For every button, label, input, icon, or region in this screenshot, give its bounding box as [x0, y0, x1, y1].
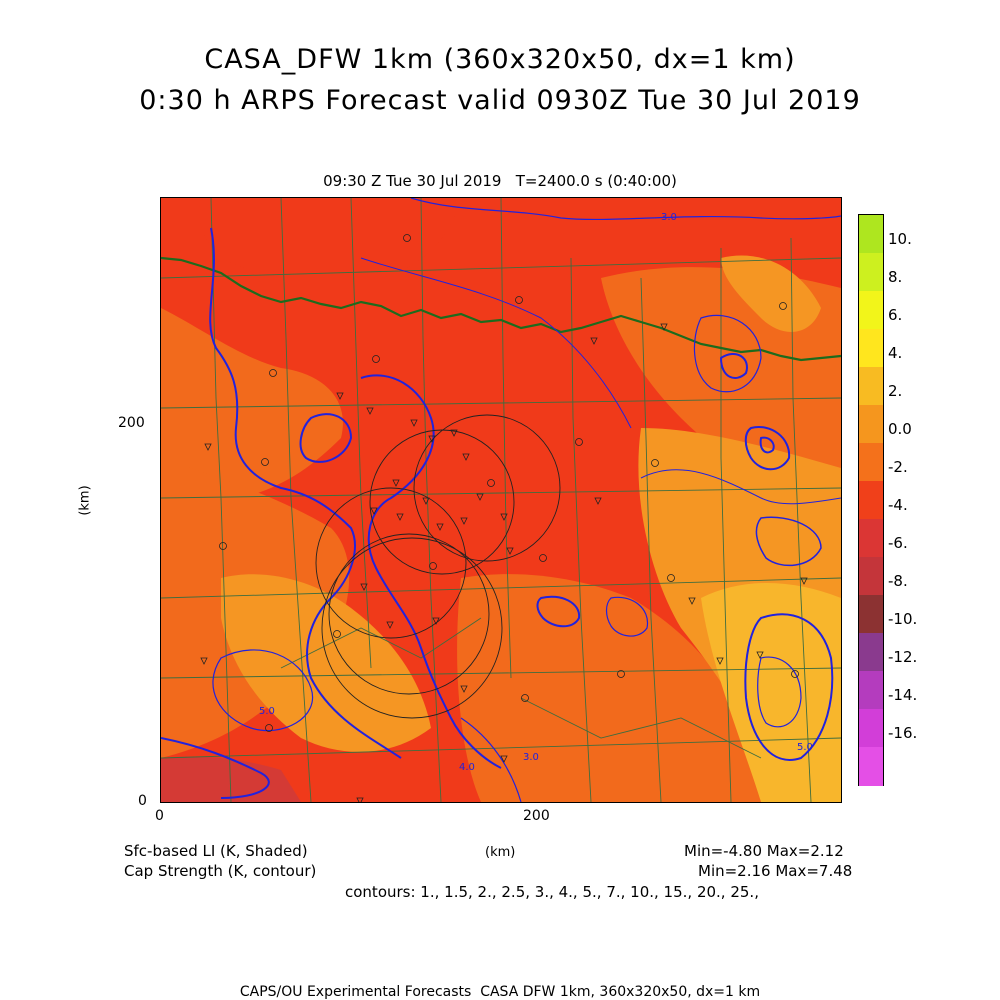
colorbar-segment	[859, 747, 883, 786]
colorbar-segment	[859, 709, 883, 748]
colorbar-segment	[859, 595, 883, 634]
colorbar-label: 0.0	[888, 420, 912, 438]
state-border	[161, 256, 841, 362]
colorbar-label: -6.	[888, 534, 908, 552]
colorbar-segment	[859, 481, 883, 520]
colorbar-segment	[859, 215, 883, 254]
contour-min-max: Min=2.16 Max=7.48	[698, 862, 853, 880]
colorbar-label: 6.	[888, 306, 903, 324]
map-svg: 3.0 5.0 3.0 4.0 5.0	[161, 198, 841, 802]
colorbar-label: -12.	[888, 648, 918, 666]
li-shade-west	[161, 308, 343, 518]
y-axis-label: (km)	[77, 485, 93, 516]
colorbar-segment	[859, 671, 883, 710]
colorbar	[858, 214, 884, 786]
radar-rings	[315, 414, 561, 719]
contour-field-label: Cap Strength (K, contour)	[124, 862, 317, 880]
figure-title: CASA_DFW 1km (360x320x50, dx=1 km)	[204, 44, 796, 75]
colorbar-label: 10.	[888, 230, 912, 248]
colorbar-label: -14.	[888, 686, 918, 704]
y-tick-label: 200	[118, 415, 145, 431]
contour-label: 4.0	[459, 762, 475, 773]
contour-label: 3.0	[523, 752, 539, 763]
colorbar-segment	[859, 367, 883, 406]
y-tick-label: 0	[138, 793, 147, 809]
contour-label: 5.0	[797, 742, 813, 753]
x-tick-label: 200	[523, 808, 550, 824]
contour-label: 3.0	[661, 212, 677, 223]
colorbar-segment	[859, 557, 883, 596]
li-shade-sw-light	[221, 574, 431, 752]
colorbar-label: -4.	[888, 496, 908, 514]
station-markers	[200, 234, 808, 802]
li-shade-ne-light	[721, 255, 821, 332]
forecast-valid-title: 0:30 h ARPS Forecast valid 0930Z Tue 30 …	[139, 85, 861, 116]
shaded-field-label: Sfc-based LI (K, Shaded)	[124, 842, 308, 860]
contour-label: 5.0	[259, 706, 275, 717]
contour-levels: contours: 1., 1.5, 2., 2.5, 3., 4., 5., …	[345, 883, 759, 901]
colorbar-label: 2.	[888, 382, 903, 400]
radar-ring-4	[413, 414, 561, 562]
colorbar-segment	[859, 329, 883, 368]
footer-credit: CAPS/OU Experimental Forecasts CASA DFW …	[239, 984, 761, 1000]
colorbar-segment	[859, 405, 883, 444]
colorbar-label: 4.	[888, 344, 903, 362]
colorbar-segment	[859, 519, 883, 558]
shaded-min-max: Min=-4.80 Max=2.12	[684, 842, 844, 860]
colorbar-segment	[859, 633, 883, 672]
cap-contours	[161, 198, 841, 802]
colorbar-label: -8.	[888, 572, 908, 590]
colorbar-label: -10.	[888, 610, 918, 628]
x-tick-label: 0	[155, 808, 164, 824]
colorbar-label: -2.	[888, 458, 908, 476]
radar-ring-5	[321, 537, 503, 719]
radar-ring-2	[315, 487, 467, 639]
county-lines	[161, 198, 841, 802]
li-shade-south	[457, 574, 761, 802]
li-shade-north	[199, 198, 461, 282]
forecast-map: 3.0 5.0 3.0 4.0 5.0	[160, 197, 842, 803]
radar-ring-3	[328, 533, 490, 695]
contour-labels: 3.0 5.0 3.0 4.0 5.0	[259, 212, 813, 773]
colorbar-segment	[859, 291, 883, 330]
colorbar-label: -16.	[888, 724, 918, 742]
colorbar-segment	[859, 253, 883, 292]
colorbar-segment	[859, 443, 883, 482]
x-axis-label: (km)	[485, 845, 516, 860]
colorbar-label: 8.	[888, 268, 903, 286]
li-shade-south-dark	[161, 756, 301, 802]
plot-subtitle: 09:30 Z Tue 30 Jul 2019 T=2400.0 s (0:40…	[323, 172, 677, 190]
